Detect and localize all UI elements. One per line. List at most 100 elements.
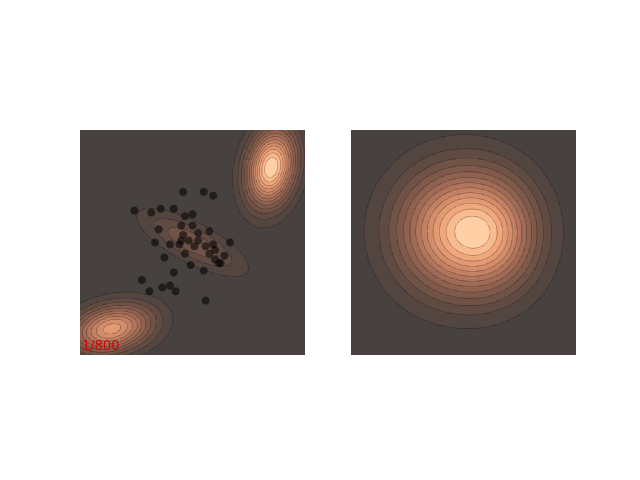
left-contour-fill-cell xyxy=(142,217,146,221)
left-contour-fill-cell xyxy=(92,167,96,171)
left-contour-fill-cell xyxy=(200,220,204,224)
left-contour-fill-cell xyxy=(100,187,104,191)
left-contour-fill-cell xyxy=(207,167,211,171)
left-contour-fill-cell xyxy=(217,145,221,149)
left-contour-fill-cell xyxy=(230,220,234,224)
left-contour-fill-cell xyxy=(115,140,119,144)
left-contour-fill-cell xyxy=(267,230,271,234)
left-contour-fill-cell xyxy=(125,187,129,191)
left-contour-fill-cell xyxy=(125,267,129,271)
left-contour-fill-cell xyxy=(210,202,214,206)
left-contour-fill-cell xyxy=(177,132,181,136)
left-contour-fill-cell xyxy=(260,192,264,196)
left-contour-fill-cell xyxy=(210,182,214,186)
left-contour-fill-cell xyxy=(265,227,269,231)
left-contour-fill-cell xyxy=(232,215,236,219)
left-contour-fill-cell xyxy=(95,215,99,219)
left-contour-fill-cell xyxy=(117,220,121,224)
left-contour-fill-cell xyxy=(140,247,144,251)
left-contour-fill-cell xyxy=(137,160,141,164)
left-contour-fill-cell xyxy=(122,190,126,194)
left-contour-fill-cell xyxy=(297,132,301,136)
left-contour-fill-cell xyxy=(155,255,159,259)
left-contour-fill-cell xyxy=(185,210,189,214)
left-contour-fill-cell xyxy=(262,242,266,246)
left-contour-fill-cell xyxy=(222,245,226,249)
left-contour-fill-cell xyxy=(147,192,151,196)
left-contour-fill-cell xyxy=(295,220,299,224)
left-contour-fill-cell xyxy=(300,212,304,216)
left-contour-fill-cell xyxy=(167,232,171,236)
left-contour-fill-cell xyxy=(255,202,259,206)
left-contour-fill-cell xyxy=(220,175,224,179)
left-contour-fill-cell xyxy=(167,257,171,261)
left-contour-fill-cell xyxy=(135,245,139,249)
left-contour-fill-cell xyxy=(265,132,269,136)
left-contour-fill-cell xyxy=(135,162,139,166)
left-contour-fill-cell xyxy=(87,245,91,249)
left-contour-fill-cell xyxy=(105,152,109,156)
left-contour-fill-cell xyxy=(197,167,201,171)
left-contour-fill-cell xyxy=(295,175,299,179)
left-contour-fill-cell xyxy=(205,132,209,136)
left-contour-fill-cell xyxy=(115,260,119,264)
left-contour-fill-cell xyxy=(197,217,201,221)
left-contour-fill-cell xyxy=(105,250,109,254)
left-contour-fill-cell xyxy=(165,202,169,206)
left-contour-fill-cell xyxy=(247,255,251,259)
left-contour-fill-cell xyxy=(282,155,286,159)
left-contour-fill-cell xyxy=(250,135,254,139)
left-contour-fill-cell xyxy=(202,202,206,206)
left-contour-fill-cell xyxy=(262,130,266,134)
left-contour-fill-cell xyxy=(97,245,101,249)
left-contour-fill-cell xyxy=(115,147,119,151)
left-contour-fill-cell xyxy=(150,222,154,226)
left-contour-fill-cell xyxy=(215,167,219,171)
left-contour-fill-cell xyxy=(227,255,231,259)
left-contour-fill-cell xyxy=(145,222,149,226)
left-contour-fill-cell xyxy=(167,170,171,174)
left-contour-fill-cell xyxy=(125,205,129,209)
left-contour-fill-cell xyxy=(185,140,189,144)
left-contour-fill-cell xyxy=(210,170,214,174)
left-contour-fill-cell xyxy=(125,162,129,166)
left-contour-fill-cell xyxy=(112,155,116,159)
left-contour-fill-cell xyxy=(110,222,114,226)
left-contour-fill-cell xyxy=(155,180,159,184)
left-contour-fill-cell xyxy=(280,262,284,266)
left-contour-fill-cell xyxy=(167,235,171,239)
left-contour-fill-cell xyxy=(165,165,169,169)
left-contour-fill-cell xyxy=(115,150,119,154)
left-contour-fill-cell xyxy=(102,202,106,206)
left-contour-fill-cell xyxy=(262,237,266,241)
left-contour-fill-cell xyxy=(135,137,139,141)
left-contour-fill-cell xyxy=(237,232,241,236)
left-contour-fill-cell xyxy=(107,220,111,224)
left-contour-fill-cell xyxy=(147,195,151,199)
left-contour-fill-cell xyxy=(127,215,131,219)
left-contour-fill-cell xyxy=(155,157,159,161)
left-contour-fill-cell xyxy=(220,240,224,244)
left-contour-fill-cell xyxy=(127,200,131,204)
left-contour-fill-cell xyxy=(277,202,281,206)
left-contour-fill-cell xyxy=(152,197,156,201)
left-contour-fill-cell xyxy=(165,200,169,204)
left-contour-fill-cell xyxy=(285,185,289,189)
left-contour-fill-cell xyxy=(95,267,99,271)
left-contour-fill-cell xyxy=(252,220,256,224)
left-contour-fill-cell xyxy=(207,130,211,134)
left-contour-fill-cell xyxy=(172,245,176,249)
left-contour-fill-cell xyxy=(295,145,299,149)
left-contour-fill-cell xyxy=(200,200,204,204)
left-contour-fill-cell xyxy=(145,165,149,169)
left-contour-fill-cell xyxy=(227,175,231,179)
left-contour-fill-cell xyxy=(232,250,236,254)
left-contour-fill-cell xyxy=(110,202,114,206)
left-contour-fill-cell xyxy=(300,215,304,219)
left-contour-fill-cell xyxy=(202,235,206,239)
left-contour-fill-cell xyxy=(240,197,244,201)
left-contour-fill-cell xyxy=(290,162,294,166)
left-contour-fill-cell xyxy=(80,257,84,261)
left-contour-fill-cell xyxy=(245,247,249,251)
left-contour-fill-cell xyxy=(152,235,156,239)
